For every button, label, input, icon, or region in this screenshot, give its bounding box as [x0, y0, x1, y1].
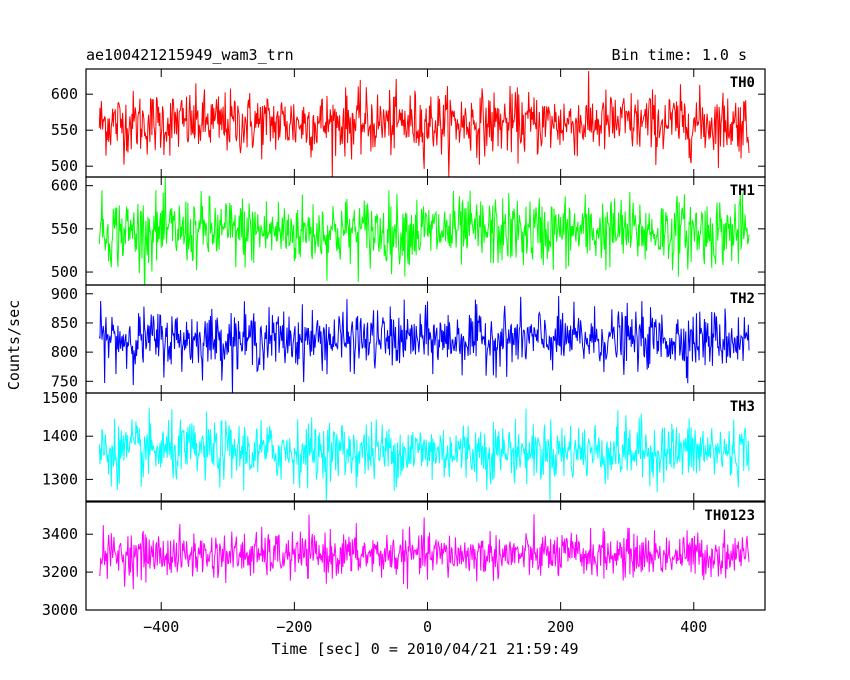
panels-group: 500 550 600 TH0 500 550 600 TH1 750 800 850 900 TH2 1…	[42, 68, 766, 619]
y-tick-label: 550	[51, 220, 78, 238]
y-tick-label: 500	[51, 263, 78, 281]
y-tick-label: 1300	[42, 470, 78, 488]
band-label: TH3	[730, 399, 755, 415]
x-tick-label: −400	[143, 618, 179, 636]
x-tick-label: 0	[423, 618, 432, 636]
y-tick-label: 900	[51, 285, 78, 303]
y-tick-label: 500	[51, 157, 78, 175]
x-tick-label: 400	[680, 618, 707, 636]
y-tick-label: 750	[51, 372, 78, 390]
series-th3	[98, 408, 750, 501]
band-label: TH1	[730, 183, 755, 199]
panel-th2: 750 800 850 900 TH2	[51, 284, 766, 394]
y-tick-label: 600	[51, 177, 78, 195]
panel-th0: 500 550 600 TH0	[51, 68, 766, 178]
series-th0	[98, 71, 750, 177]
band-label: TH0123	[704, 508, 755, 524]
y-tick-label: 850	[51, 314, 78, 332]
band-label: TH0	[730, 75, 755, 91]
y-tick-label: 1500	[42, 389, 78, 407]
panel-th0123: 3000 3200 3400 TH0123	[42, 501, 766, 619]
panel-th3: 1300 1400 1500 TH3	[42, 389, 766, 502]
panel-th1: 500 550 600 TH1	[51, 176, 766, 286]
x-tick-label: 200	[547, 618, 574, 636]
x-axis: −400 −200 0 200 400	[143, 618, 707, 636]
x-axis-label: Time [sec] 0 = 2010/04/21 21:59:49	[271, 640, 578, 658]
y-axis-label: Counts/sec	[5, 300, 23, 390]
panel-frame	[85, 501, 766, 611]
series-th0123	[98, 514, 750, 590]
y-tick-label: 3200	[42, 563, 78, 581]
panel-frame	[85, 392, 766, 502]
y-tick-label: 600	[51, 85, 78, 103]
y-tick-label: 800	[51, 343, 78, 361]
x-tick-label: −200	[276, 618, 312, 636]
bin-time-label: Bin time: 1.0 s	[612, 46, 747, 64]
series-th2	[98, 295, 750, 393]
series-th1	[98, 177, 750, 285]
band-label: TH2	[730, 291, 755, 307]
y-tick-label: 1400	[42, 427, 78, 445]
y-tick-label: 550	[51, 121, 78, 139]
y-tick-label: 3000	[42, 601, 78, 619]
chart-title: ae100421215949_wam3_trn	[86, 46, 294, 64]
y-tick-label: 3400	[42, 525, 78, 543]
panel-frame	[85, 68, 766, 178]
